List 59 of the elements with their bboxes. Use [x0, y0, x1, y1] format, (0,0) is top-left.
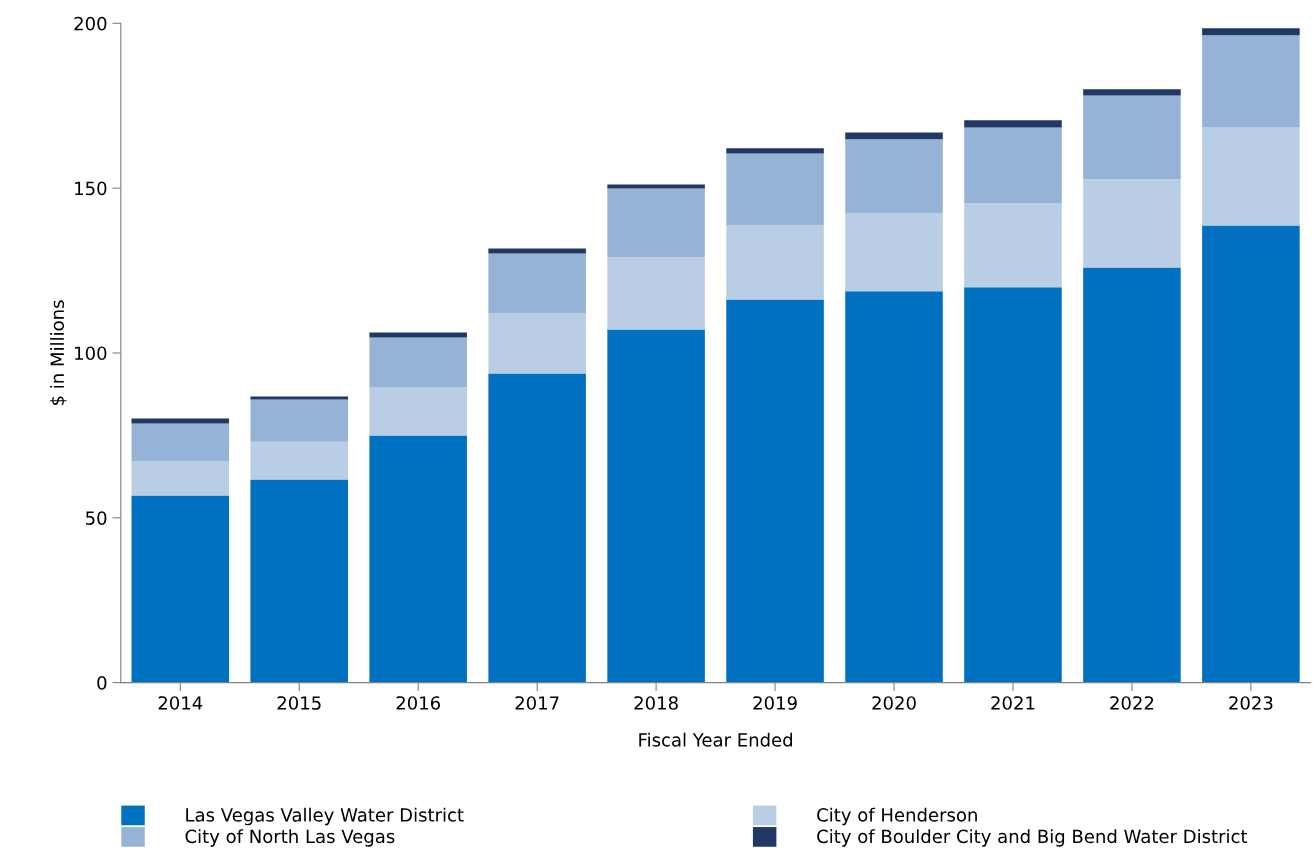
legend-label: City of Henderson	[817, 807, 977, 826]
bar	[369, 435, 467, 683]
x-tick-label: 2015	[277, 696, 321, 710]
x-tick-label: 2022	[1110, 696, 1154, 710]
bar	[250, 441, 349, 480]
y-tick-label: 100	[75, 346, 107, 361]
bar	[1202, 127, 1300, 226]
x-tick-label: 2023	[1229, 696, 1273, 710]
bar	[488, 373, 586, 683]
bar	[488, 313, 586, 374]
bar	[488, 253, 586, 314]
legend-label: City of North Las Vegas	[185, 829, 395, 847]
bar	[1083, 89, 1181, 96]
bar	[726, 148, 824, 154]
x-tick-label: 2021	[991, 696, 1035, 710]
x-axis-title: Fiscal Year Ended	[639, 732, 792, 747]
legend-label: Las Vegas Valley Water District	[186, 807, 464, 826]
bar	[131, 423, 230, 462]
bar	[250, 396, 349, 400]
bar	[964, 127, 1062, 204]
bar	[131, 461, 230, 496]
bar	[1083, 95, 1181, 180]
bar	[1083, 179, 1181, 268]
bar	[250, 479, 349, 683]
bar	[250, 399, 349, 442]
y-tick-label: 50	[86, 511, 107, 525]
bar	[607, 257, 705, 330]
bar	[1202, 28, 1300, 36]
bar	[607, 188, 705, 258]
bar	[131, 418, 230, 424]
bar	[845, 139, 943, 214]
bar	[726, 299, 824, 683]
bar	[964, 120, 1062, 128]
x-tick-label: 2017	[515, 696, 559, 710]
bar	[1202, 35, 1300, 128]
x-tick-label: 2019	[753, 696, 797, 710]
bar	[845, 132, 943, 140]
bar	[607, 329, 705, 683]
y-axis-title: $ in Millions	[50, 300, 67, 405]
y-tick-label: 200	[74, 16, 107, 31]
bar	[845, 213, 943, 292]
legend-label: City of Boulder City and Big Bend Water District	[817, 829, 1248, 847]
bar	[1202, 225, 1300, 683]
y-tick-label: 150	[75, 181, 107, 196]
bar	[369, 387, 467, 436]
bar	[964, 203, 1062, 288]
x-tick-label: 2014	[158, 696, 203, 710]
x-tick-label: 2016	[396, 696, 441, 710]
bar	[131, 495, 230, 683]
bar	[845, 291, 943, 683]
bar	[726, 153, 824, 226]
bar	[488, 248, 586, 254]
x-tick-label: 2020	[872, 696, 916, 710]
bar	[1083, 267, 1181, 683]
y-tick-label: 0	[97, 676, 107, 690]
x-tick-label: 2018	[634, 696, 678, 710]
bar	[726, 225, 824, 300]
bar	[964, 287, 1062, 683]
bar	[369, 337, 467, 388]
